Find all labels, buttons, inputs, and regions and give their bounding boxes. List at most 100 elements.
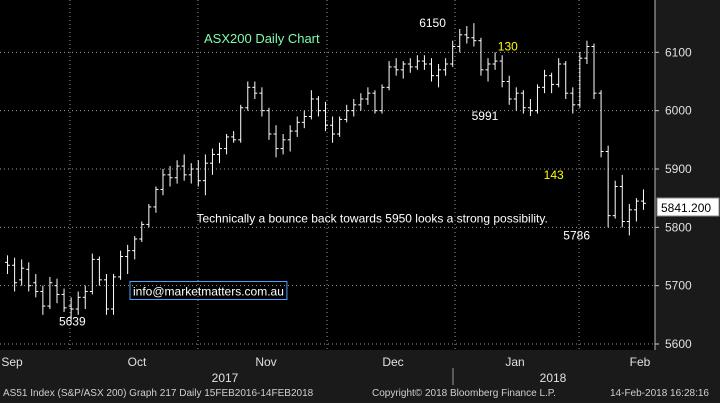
- ohlc-bar: [238, 104, 244, 143]
- ohlc-bar: [365, 87, 371, 105]
- ohlc-bar: [259, 87, 265, 117]
- ohlc-bar: [252, 81, 258, 99]
- ohlc-bar: [450, 40, 456, 67]
- ohlc-bar: [68, 297, 74, 321]
- footer-right: 14-Feb-2018 16:28:16: [610, 388, 709, 399]
- ohlc-bar: [464, 26, 470, 44]
- ohlc-bar: [344, 104, 350, 123]
- footer-bar: AS51 Index (S&P/ASX 200) Graph 217 Daily…: [0, 385, 720, 403]
- ohlc-bar: [12, 257, 18, 292]
- ohlc-bar: [584, 40, 590, 64]
- ohlc-bar: [82, 285, 88, 309]
- ohlc-bar: [125, 244, 131, 274]
- ohlc-bar: [563, 61, 569, 99]
- contact-email: info@marketmatters.com.au: [133, 285, 284, 299]
- y-tick-label: 6000: [665, 104, 692, 118]
- ohlc-bar: [534, 84, 540, 114]
- ohlc-bar: [266, 107, 272, 140]
- annotation-label: 6150: [419, 16, 446, 30]
- ohlc-bar: [323, 101, 328, 132]
- y-tick-label: 5600: [665, 337, 692, 351]
- x-tick-label: Feb: [630, 355, 651, 369]
- ohlc-bar: [400, 61, 406, 79]
- y-axis: 5600 5700 5800 5900 6000 6100: [654, 0, 692, 351]
- ohlc-bar: [75, 291, 81, 315]
- ohlc-bar: [386, 61, 392, 91]
- ohlc-bar: [626, 204, 632, 236]
- ohlc-bar: [89, 253, 95, 295]
- ohlc-bar: [499, 55, 505, 88]
- ohlc-bar: [315, 96, 321, 117]
- ohlc-bar: [139, 221, 145, 242]
- ohlc-bar: [570, 87, 576, 114]
- ohlc-bar: [542, 69, 548, 94]
- ohlc-bar: [436, 64, 442, 88]
- ohlc-bar: [146, 204, 152, 228]
- ohlc-bar: [633, 198, 639, 222]
- ohlc-bar: [294, 116, 300, 137]
- ohlc-bar: [330, 116, 336, 143]
- x-tick-label: Nov: [255, 355, 276, 369]
- ohlc-bar: [217, 142, 223, 164]
- ohlc-bar: [513, 87, 519, 111]
- ohlc-bar: [358, 93, 364, 111]
- ohlc-bar: [96, 256, 102, 286]
- ohlc-bar: [54, 278, 60, 304]
- annotation-label: Technically a bounce back towards 5950 l…: [197, 212, 548, 226]
- annotation-label: 5639: [59, 314, 86, 328]
- footer-left: AS51 Index (S&P/ASX 200) Graph 217 Daily…: [3, 388, 314, 399]
- ohlc-bar: [231, 131, 237, 143]
- ohlc-bar: [280, 134, 286, 155]
- annotation-label: 5786: [563, 229, 590, 243]
- ohlc-bar: [393, 58, 399, 76]
- ohlc-bar: [195, 160, 201, 187]
- last-price-tag: 5841.200: [656, 197, 720, 217]
- last-price-label: 5841.200: [661, 201, 711, 215]
- ohlc-bar: [471, 23, 477, 47]
- y-tick-label: 5700: [665, 279, 692, 293]
- ohlc-bar: [132, 236, 138, 260]
- ohlc-bar: [414, 55, 420, 70]
- ohlc-bar: [478, 37, 484, 76]
- ohlc-bar: [174, 160, 180, 184]
- x-axis: Sep Oct Nov Dec Jan Feb 2017 2018: [1, 355, 651, 385]
- ohlc-bar: [457, 29, 463, 53]
- ohlc-bar: [556, 58, 562, 88]
- ohlc-bar: [19, 259, 25, 286]
- ohlc-bars: [5, 23, 646, 321]
- y-tick-label: 6100: [665, 45, 692, 59]
- annotations: 6150 5991 5639 5786 130 143 Technically a boun…: [59, 16, 590, 328]
- ohlc-bar: [598, 90, 604, 158]
- ohlc-bar: [181, 154, 187, 181]
- ohlc-bar: [26, 262, 32, 292]
- ohlc-bar: [103, 274, 109, 315]
- ohlc-bar: [492, 52, 498, 70]
- ohlc-bar: [612, 180, 618, 219]
- ohlc-bar: [443, 58, 449, 76]
- year-label: 2018: [540, 371, 567, 385]
- ohlc-bar: [224, 134, 230, 155]
- y-tick-label: 5900: [665, 162, 692, 176]
- ohlc-bar: [111, 274, 117, 315]
- asx200-chart: 6150 5991 5639 5786 130 143 Technically a boun…: [0, 0, 720, 385]
- ohlc-bar: [549, 72, 555, 94]
- ohlc-bar: [287, 125, 293, 152]
- ohlc-bar: [245, 81, 251, 111]
- ohlc-bar: [153, 186, 159, 213]
- ohlc-bar: [273, 125, 279, 158]
- ohlc-bar: [301, 110, 307, 129]
- ohlc-bar: [619, 174, 625, 228]
- ohlc-bar: [407, 58, 413, 73]
- ohlc-bar: [428, 58, 434, 82]
- x-tick-label: Dec: [382, 355, 403, 369]
- y-tick-label: 5800: [665, 220, 692, 234]
- ohlc-bar: [372, 90, 378, 114]
- annotation-label: 5991: [472, 109, 499, 123]
- ohlc-bar: [640, 189, 646, 210]
- ohlc-bar: [577, 52, 583, 108]
- contact-box: [129, 281, 288, 300]
- ohlc-bar: [379, 84, 385, 114]
- ohlc-bar: [118, 250, 124, 280]
- ohlc-bar: [591, 43, 597, 99]
- ohlc-bar: [209, 148, 215, 175]
